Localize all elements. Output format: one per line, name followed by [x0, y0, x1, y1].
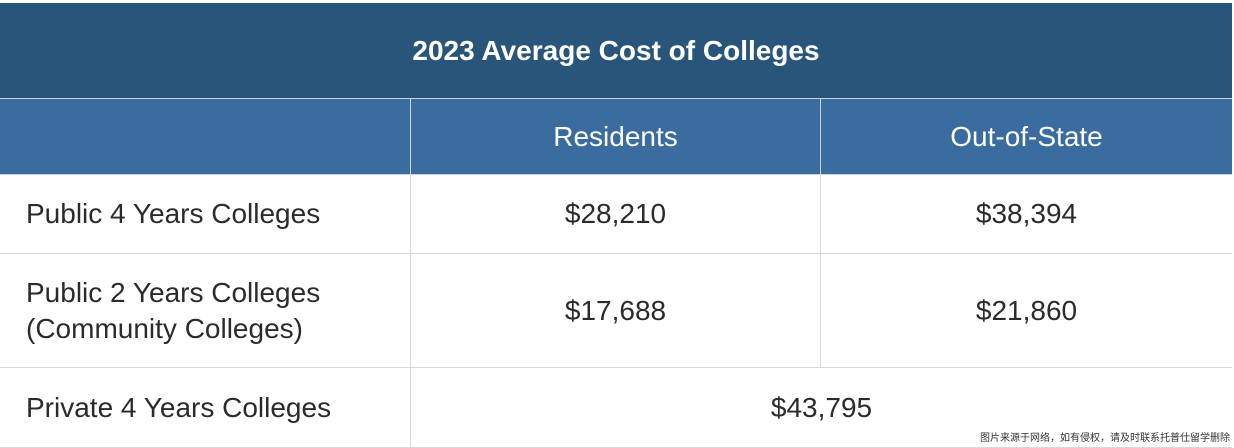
out-of-state-cost: $21,860	[975, 294, 1078, 326]
residents-cost: $17,688	[411, 254, 821, 367]
row-label-line: Public 2 Years Colleges	[26, 276, 321, 308]
header-row: Residents Out-of-State	[0, 98, 1232, 175]
header-residents: Residents	[411, 99, 821, 174]
row-label-line: Private 4 Years Colleges	[26, 391, 332, 423]
row-label-line: Public 4 Years Colleges	[26, 198, 321, 229]
row-label: Public 2 Years Colleges (Community Colle…	[0, 254, 411, 367]
table-title: 2023 Average Cost of Colleges	[0, 3, 1232, 98]
table-row: Private 4 Years Colleges $43,795	[0, 368, 1232, 448]
row-label: Public 4 Years Colleges	[0, 175, 411, 253]
header-out-of-state: Out-of-State	[950, 120, 1103, 152]
combined-cost: $43,795	[770, 391, 873, 423]
row-label-line: (Community Colleges)	[26, 312, 303, 344]
residents-cost: $28,210	[411, 175, 821, 253]
row-label: Private 4 Years Colleges	[0, 368, 411, 447]
table-row: Public 2 Years Colleges (Community Colle…	[0, 254, 1232, 368]
table-row: Public 4 Years Colleges $28,210 $38,394	[0, 175, 1232, 254]
cost-table: 2023 Average Cost of Colleges Residents …	[0, 3, 1232, 448]
header-empty-cell	[0, 99, 411, 174]
out-of-state-cost: $38,394	[975, 198, 1078, 229]
watermark-text: 图片来源于网络，如有侵权，请及时联系托普仕留学删除	[980, 433, 1230, 444]
